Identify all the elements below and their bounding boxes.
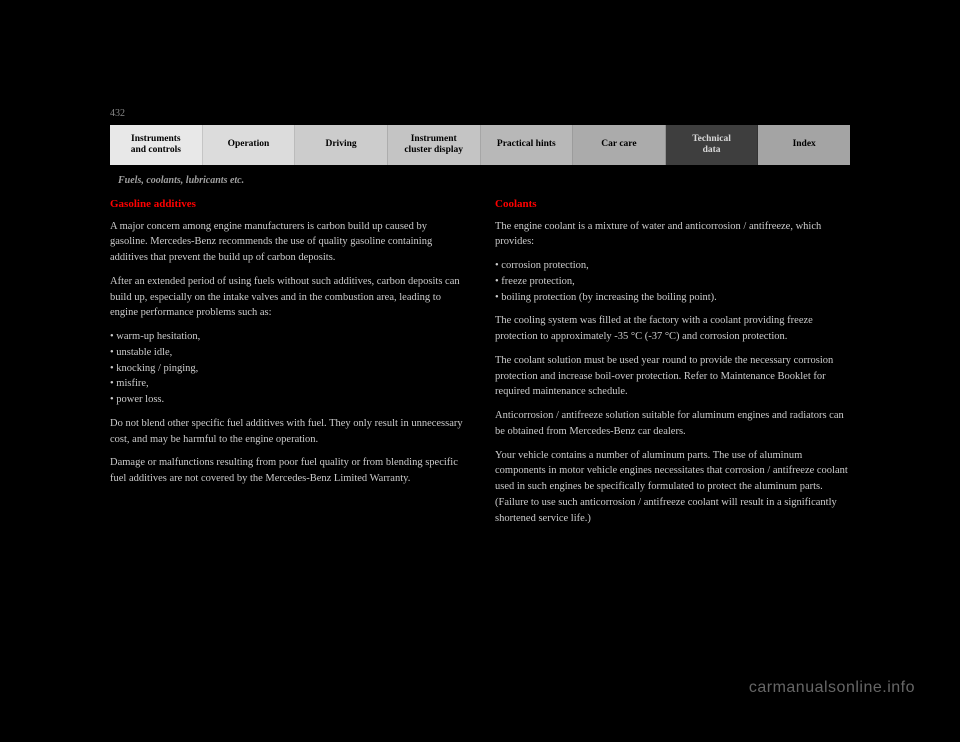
tab-practical-hints[interactable]: Practical hints	[481, 125, 574, 165]
section-breadcrumb: Fuels, coolants, lubricants etc.	[118, 175, 850, 186]
right-para: The engine coolant is a mixture of water…	[495, 219, 850, 251]
tab-strip: Instrumentsand controls Operation Drivin…	[110, 125, 850, 165]
left-para: A major concern among engine manufacture…	[110, 219, 465, 266]
page-number: 432	[110, 108, 125, 119]
manual-page: Instrumentsand controls Operation Drivin…	[110, 125, 850, 534]
tab-index[interactable]: Index	[758, 125, 850, 165]
right-para: Anticorrosion / antifreeze solution suit…	[495, 408, 850, 440]
tab-car-care[interactable]: Car care	[573, 125, 666, 165]
right-para: The cooling system was filled at the fac…	[495, 313, 850, 345]
watermark: carmanualsonline.info	[749, 679, 915, 697]
left-column: Gasoline additives A major concern among…	[110, 196, 465, 534]
left-para: Damage or malfunctions resulting from po…	[110, 455, 465, 487]
tab-driving[interactable]: Driving	[295, 125, 388, 165]
tab-instruments-controls[interactable]: Instrumentsand controls	[110, 125, 203, 165]
tab-operation[interactable]: Operation	[203, 125, 296, 165]
left-para: After an extended period of using fuels …	[110, 274, 465, 321]
left-heading: Gasoline additives	[110, 196, 465, 213]
tab-technical-data[interactable]: Technicaldata	[666, 125, 759, 165]
right-para: Your vehicle contains a number of alumin…	[495, 448, 850, 527]
left-para: • warm-up hesitation,• unstable idle,• k…	[110, 329, 465, 408]
tab-instrument-cluster[interactable]: Instrumentcluster display	[388, 125, 481, 165]
right-para: The coolant solution must be used year r…	[495, 353, 850, 400]
left-para: Do not blend other specific fuel additiv…	[110, 416, 465, 448]
content-columns: Gasoline additives A major concern among…	[110, 196, 850, 534]
right-column: Coolants The engine coolant is a mixture…	[495, 196, 850, 534]
right-para: • corrosion protection,• freeze protecti…	[495, 258, 850, 305]
right-heading: Coolants	[495, 196, 850, 213]
